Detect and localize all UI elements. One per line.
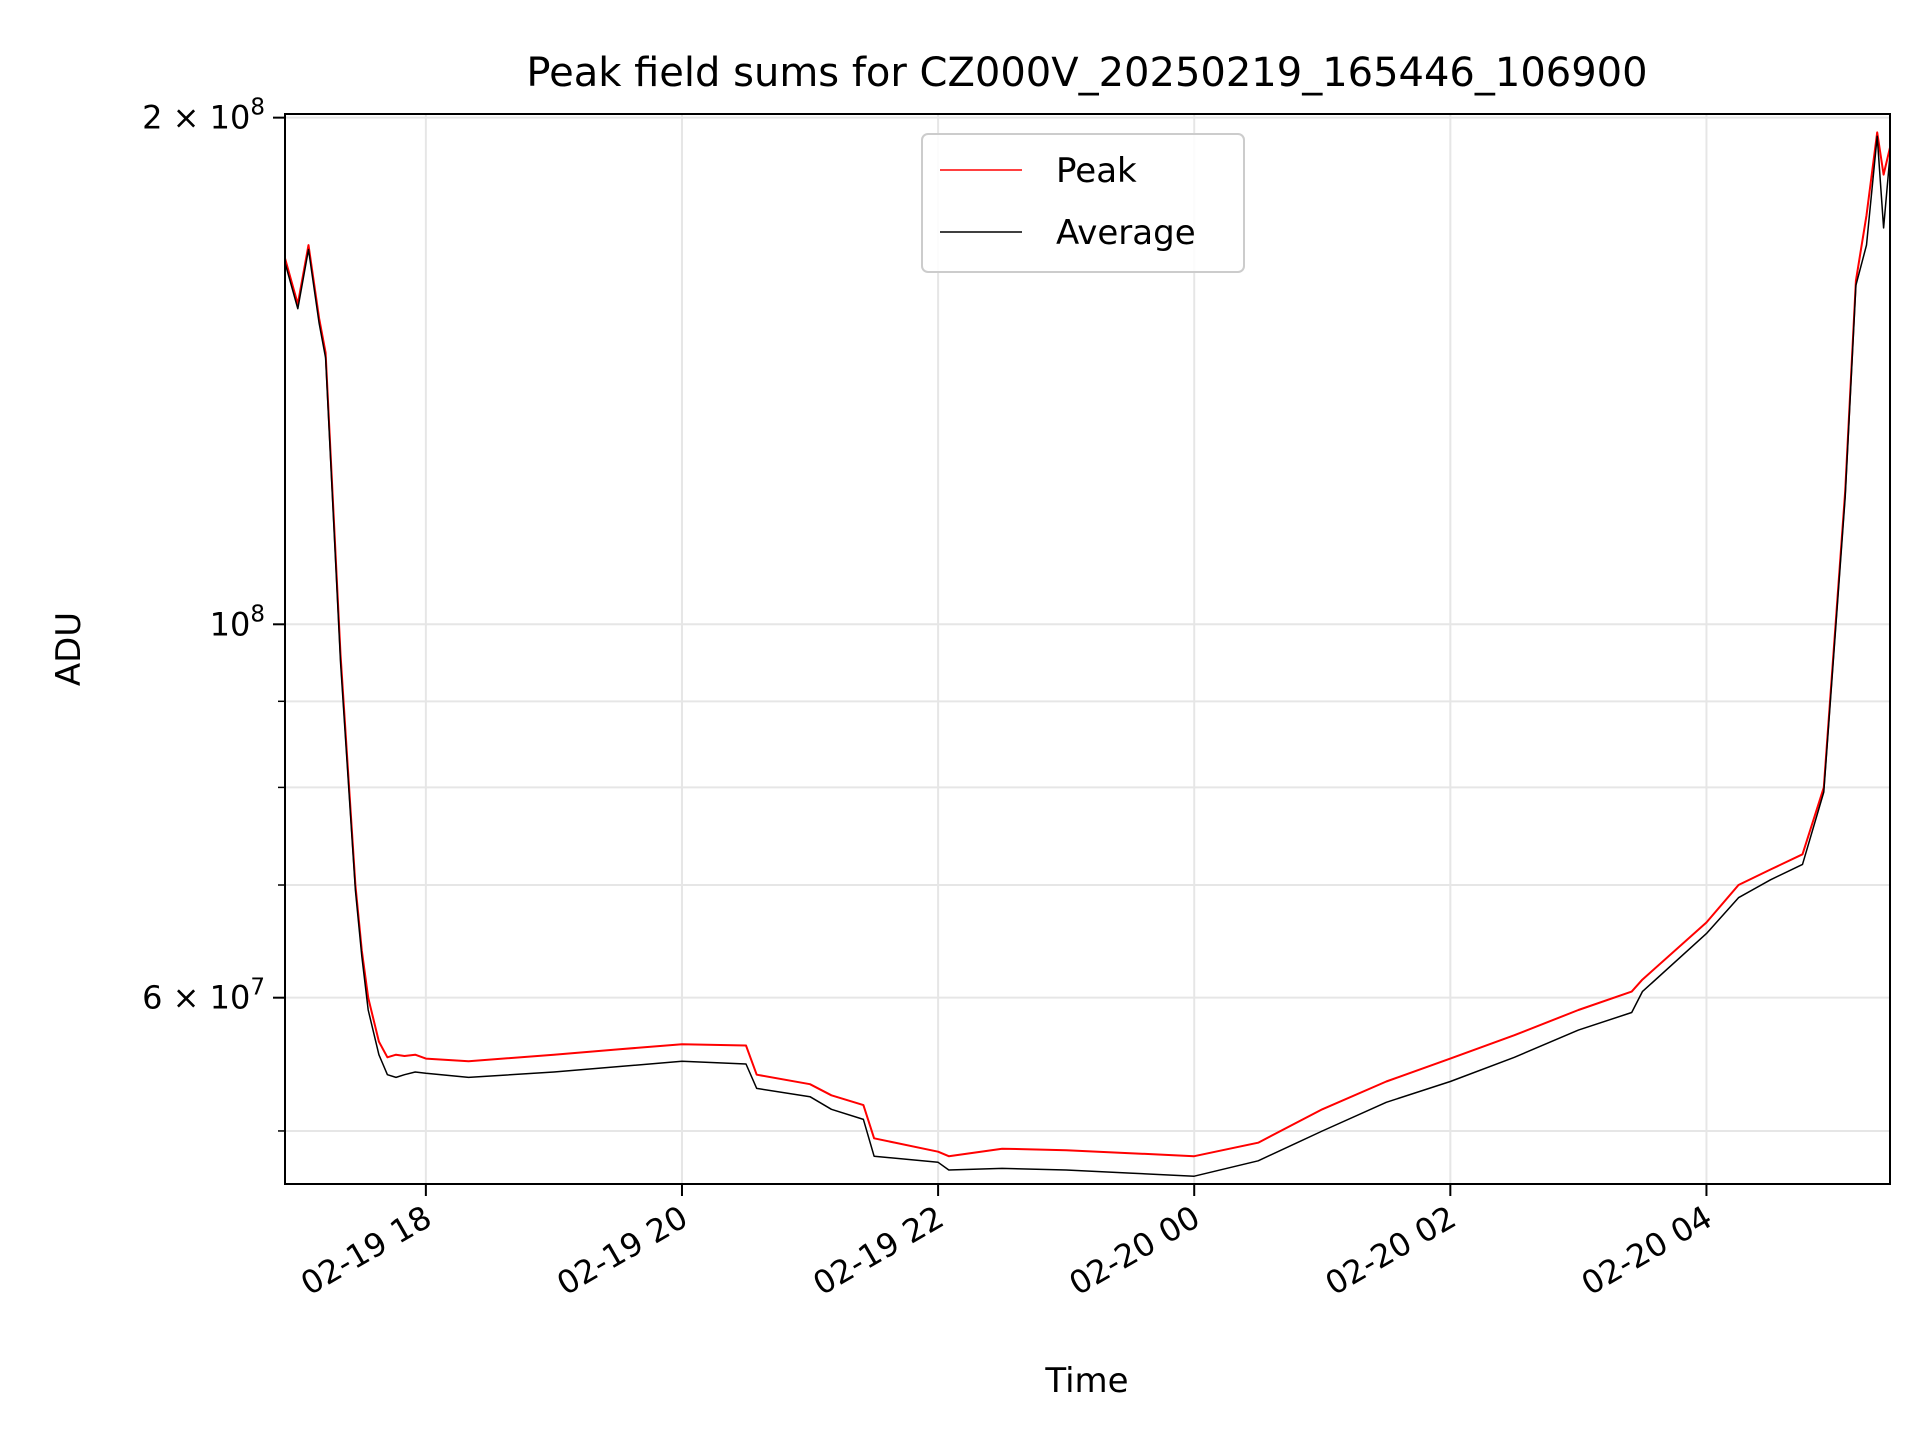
series-layer — [284, 131, 1891, 1177]
legend: Peak Average — [921, 133, 1245, 273]
grid-layer — [285, 114, 1890, 1184]
plot-frame — [284, 113, 1891, 1185]
series-line-average — [284, 135, 1891, 1177]
x-axis-label: Time — [1044, 1361, 1128, 1401]
legend-label-average: Average — [1056, 213, 1196, 253]
y-axis-label: ADU — [49, 612, 89, 686]
y-tick-label: 6 × 107 — [142, 975, 265, 1017]
series-line-peak — [284, 131, 1891, 1158]
legend-box — [921, 133, 1245, 273]
chart-title: Peak field sums for CZ000V_20250219_1654… — [526, 50, 1647, 96]
y-tick-label: 2 × 108 — [142, 95, 265, 137]
y-tick-label: 108 — [210, 601, 265, 643]
legend-label-peak: Peak — [1056, 151, 1137, 191]
